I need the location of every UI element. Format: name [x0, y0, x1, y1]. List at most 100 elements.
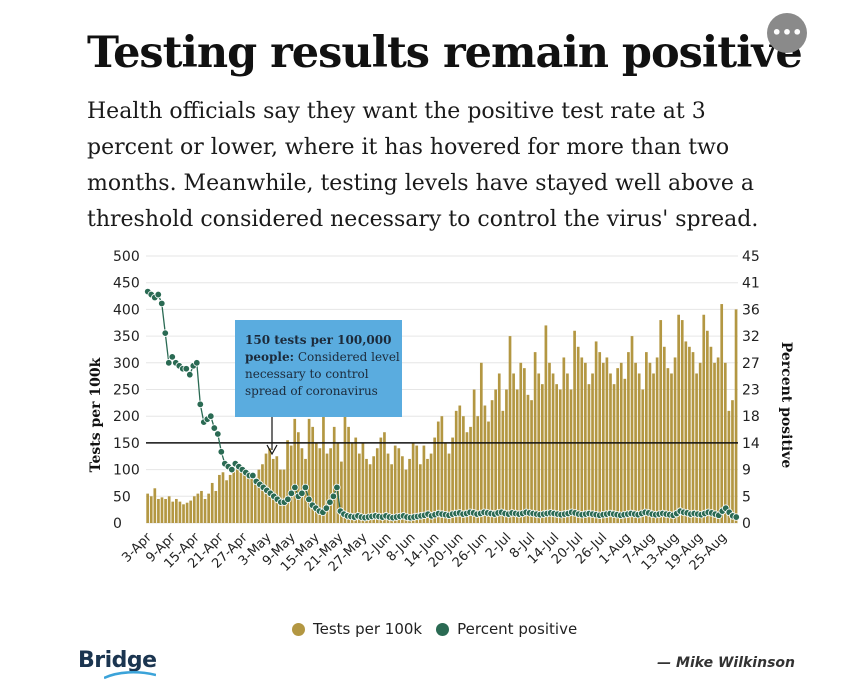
percent-point [207, 412, 215, 420]
percent-point [228, 465, 236, 474]
percent-point [154, 290, 162, 299]
bar [207, 493, 210, 523]
left-tick-label: 0 [113, 516, 122, 532]
annotation-text: 150 tests per 100,000 people: Considered… [245, 333, 404, 398]
more-options-button[interactable]: ••• [767, 13, 807, 53]
bar [379, 437, 383, 523]
bar [225, 480, 228, 523]
bar [289, 445, 293, 523]
left-tick-label: 500 [113, 249, 140, 265]
bar [458, 405, 462, 523]
bar [576, 346, 580, 523]
bar [404, 469, 408, 523]
right-tick-label: 36 [742, 302, 760, 318]
bar [314, 442, 318, 523]
left-axis-ticks: 0 50 100 150 200 250 300 350 400 450 500 [113, 249, 140, 532]
bar [365, 458, 368, 523]
bar [422, 445, 426, 523]
bar [268, 448, 271, 523]
bar [734, 309, 738, 523]
bar [472, 389, 476, 523]
bar [149, 496, 153, 523]
bar [401, 456, 404, 523]
bar [426, 458, 429, 523]
bar [296, 432, 300, 523]
bar [612, 384, 616, 523]
bar [727, 410, 731, 523]
percent-point [322, 504, 331, 512]
percent-point [291, 483, 299, 492]
bar [630, 336, 634, 523]
percent-point [333, 483, 341, 492]
left-tick-label: 350 [113, 329, 140, 345]
bar [153, 488, 157, 523]
annotation-line-1: people: Considered level [245, 350, 400, 364]
chart-title: Testing results remain positive [87, 28, 803, 78]
bar [591, 373, 594, 523]
bar [271, 458, 275, 523]
bar [411, 442, 415, 523]
bar [246, 472, 250, 523]
bar [243, 469, 246, 523]
right-axis-ticks: 0 5 9 14 18 23 27 32 36 41 45 [742, 249, 760, 532]
chart-svg: 0 50 100 150 200 250 300 350 400 450 500 0 5 9 14 18 23… [88, 249, 794, 575]
bar [465, 432, 469, 523]
right-tick-label: 9 [742, 463, 751, 479]
left-tick-label: 200 [113, 409, 140, 425]
percent-point [168, 353, 176, 361]
right-tick-label: 23 [742, 383, 760, 399]
percent-point [305, 495, 313, 503]
bar [329, 448, 332, 523]
bar [562, 357, 566, 523]
annotation-box [235, 320, 402, 417]
right-tick-label: 14 [742, 436, 760, 452]
bar [257, 469, 261, 523]
bar [436, 421, 440, 523]
bar [558, 389, 562, 523]
left-tick-label: 250 [113, 383, 140, 399]
left-tick-label: 400 [113, 302, 140, 318]
bar [720, 304, 724, 523]
bar [203, 498, 207, 523]
bar [691, 352, 695, 523]
bar [429, 453, 433, 523]
bridge-logo[interactable]: Bridge [78, 648, 157, 673]
bar [530, 400, 533, 523]
bar [440, 416, 444, 523]
percent-point [182, 365, 190, 373]
bar [218, 474, 221, 523]
right-tick-label: 18 [742, 409, 760, 425]
percent-point [249, 471, 257, 480]
bar [325, 453, 329, 523]
x-tick-label: 2-Jul [483, 530, 514, 561]
left-tick-label: 450 [113, 276, 140, 292]
right-tick-label: 41 [742, 276, 760, 292]
bar [716, 357, 720, 523]
bar [709, 346, 713, 523]
tests-bars [146, 304, 738, 523]
bar [221, 472, 225, 523]
bar [232, 469, 236, 523]
bar [444, 442, 447, 523]
bar [501, 410, 505, 523]
bar [494, 389, 498, 523]
bar [695, 373, 698, 523]
bar [336, 442, 340, 523]
bar [311, 426, 315, 523]
bar [702, 314, 706, 523]
bar [490, 400, 494, 523]
bar [580, 357, 584, 523]
chart-legend: Tests per 100k Percent positive [292, 620, 591, 638]
legend-swatch-percent [436, 622, 450, 636]
right-tick-label: 45 [742, 249, 760, 265]
right-tick-label: 27 [742, 356, 760, 372]
bar [196, 493, 200, 523]
bar [483, 405, 487, 523]
percent-positive-series [144, 287, 740, 522]
right-tick-label: 5 [742, 489, 751, 505]
bar [673, 357, 677, 523]
percent-point [298, 489, 306, 498]
bar [390, 464, 393, 523]
percent-point [193, 359, 201, 367]
bar [677, 314, 680, 523]
